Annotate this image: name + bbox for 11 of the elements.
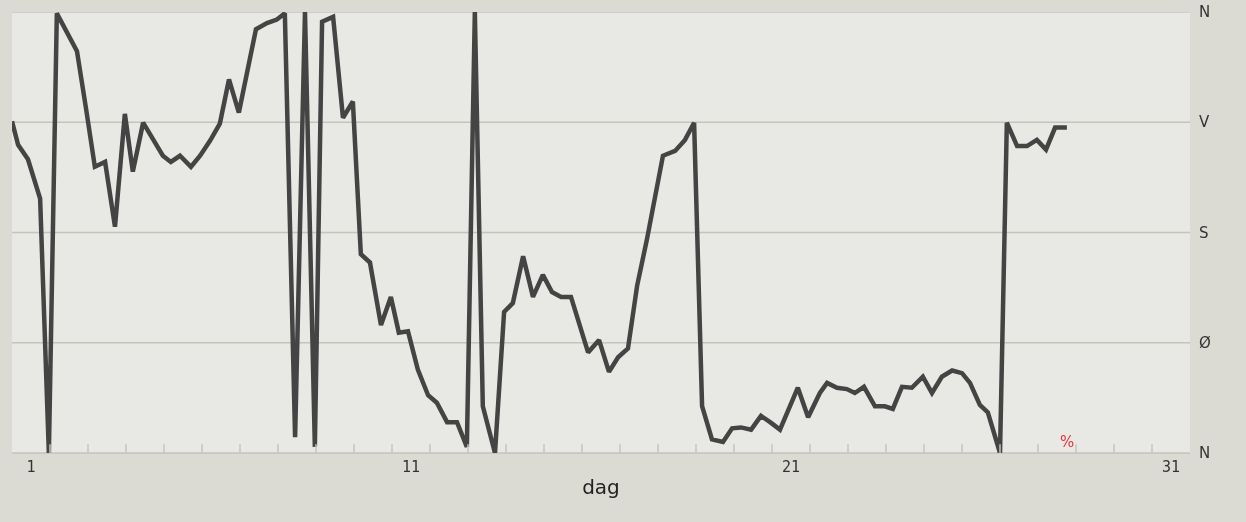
x-tick-label: 31 — [1161, 458, 1181, 476]
annotation: % — [1060, 433, 1075, 451]
ref-line-label: N — [1199, 3, 1211, 21]
ref-line-label: S — [1199, 224, 1209, 242]
ref-line-label: N — [1199, 444, 1211, 462]
x-tick-label: 21 — [781, 458, 801, 476]
x-tick-label: 11 — [401, 458, 421, 476]
ref-line-label: V — [1199, 113, 1210, 131]
x-tick-label: 1 — [26, 458, 36, 476]
ref-line-label: Ø — [1199, 334, 1211, 352]
x-axis-title: dag — [582, 474, 620, 499]
